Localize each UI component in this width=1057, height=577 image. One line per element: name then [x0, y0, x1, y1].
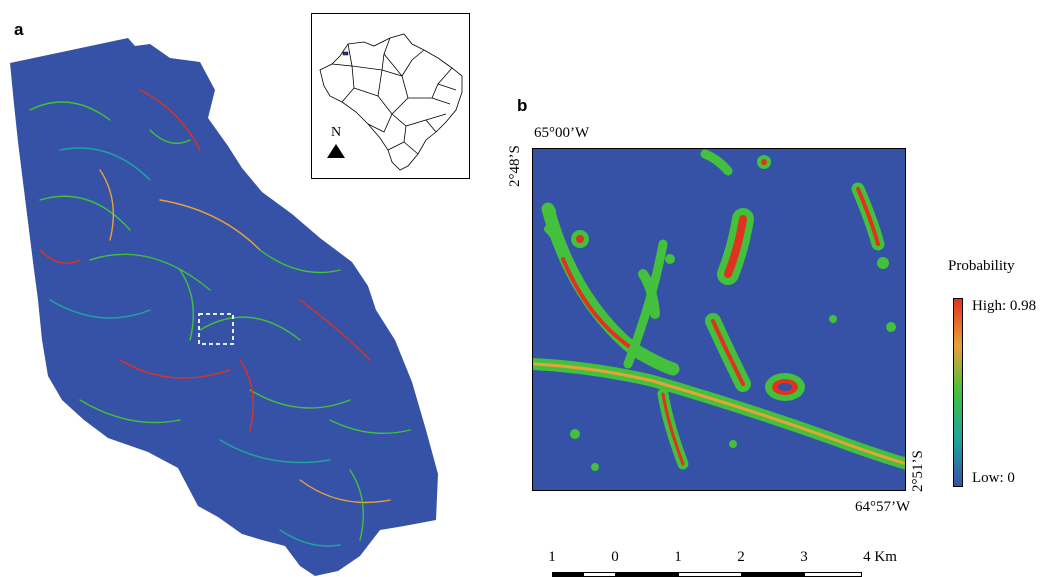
scale-tick-label: 3 — [800, 549, 808, 565]
detail-map-features — [533, 149, 905, 471]
top-left-longitude: 65°00’W — [534, 125, 590, 141]
scale-tick-label: 1 — [548, 549, 556, 565]
scale-segment — [615, 572, 679, 577]
legend-high-label: High: 0.98 — [972, 298, 1037, 314]
probability-map-overview — [10, 38, 438, 576]
scale-segment — [741, 572, 805, 577]
scale-segment — [552, 572, 584, 577]
bottom-right-longitude: 64°57’W — [855, 499, 911, 515]
zoom-extent-box — [198, 313, 234, 345]
north-label: N — [331, 125, 342, 140]
brazil-outline — [319, 33, 463, 171]
probability-map-detail — [532, 148, 906, 491]
scale-tick-label-km: 4 Km — [863, 549, 897, 565]
scale-tick-label: 1 — [674, 549, 682, 565]
legend-title: Probability — [948, 258, 1015, 274]
panel-b-label: b — [517, 96, 528, 115]
inset-locator-map: N — [311, 13, 470, 179]
bottom-right-latitude: 2°51’S — [910, 450, 926, 492]
scale-tick-label: 2 — [737, 549, 745, 565]
legend-color-ramp — [953, 298, 963, 487]
scale-segment — [583, 572, 616, 577]
scale-segment — [678, 572, 742, 577]
scale-tick-label: 0 — [611, 549, 619, 565]
top-left-latitude: 2°48’S — [507, 145, 523, 187]
legend-low-label: Low: 0 — [972, 470, 1015, 486]
scale-segment — [804, 572, 862, 577]
study-area-marker — [342, 51, 349, 56]
north-arrow-icon — [327, 144, 345, 158]
panel-a-label: a — [14, 20, 24, 39]
